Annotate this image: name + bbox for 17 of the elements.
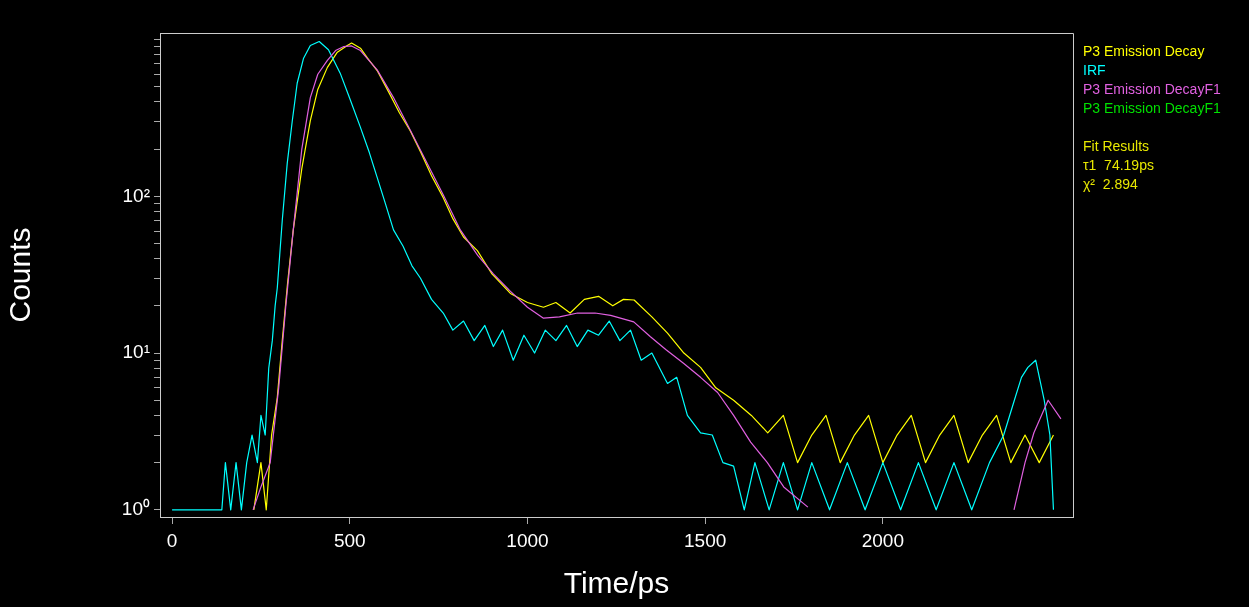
y-axis-title: Counts: [3, 227, 37, 323]
text: IRF: [1083, 61, 1107, 80]
text: P3 Emission Decay: [1083, 42, 1206, 61]
x-tick-label: 1500: [684, 529, 727, 551]
y-tick-label: 10¹: [122, 341, 150, 363]
x-tick-label: 500: [333, 529, 366, 551]
x-axis-title: Time/ps: [563, 566, 670, 600]
x-tick-label: 0: [166, 529, 178, 551]
x-tick-label: 1000: [506, 529, 549, 551]
legend-label: P3 Emission DecayF1: [1083, 99, 1221, 118]
x-tick-label: 2000: [861, 529, 905, 551]
text: P3 Emission DecayF1: [1083, 80, 1221, 99]
text: τ1 74.19ps: [1083, 156, 1155, 175]
text: Fit Results: [1083, 137, 1151, 156]
y-tick-label: 10⁰: [121, 498, 150, 520]
y-tick-label: 10²: [122, 184, 150, 206]
text: χ² 2.894: [1083, 175, 1139, 194]
